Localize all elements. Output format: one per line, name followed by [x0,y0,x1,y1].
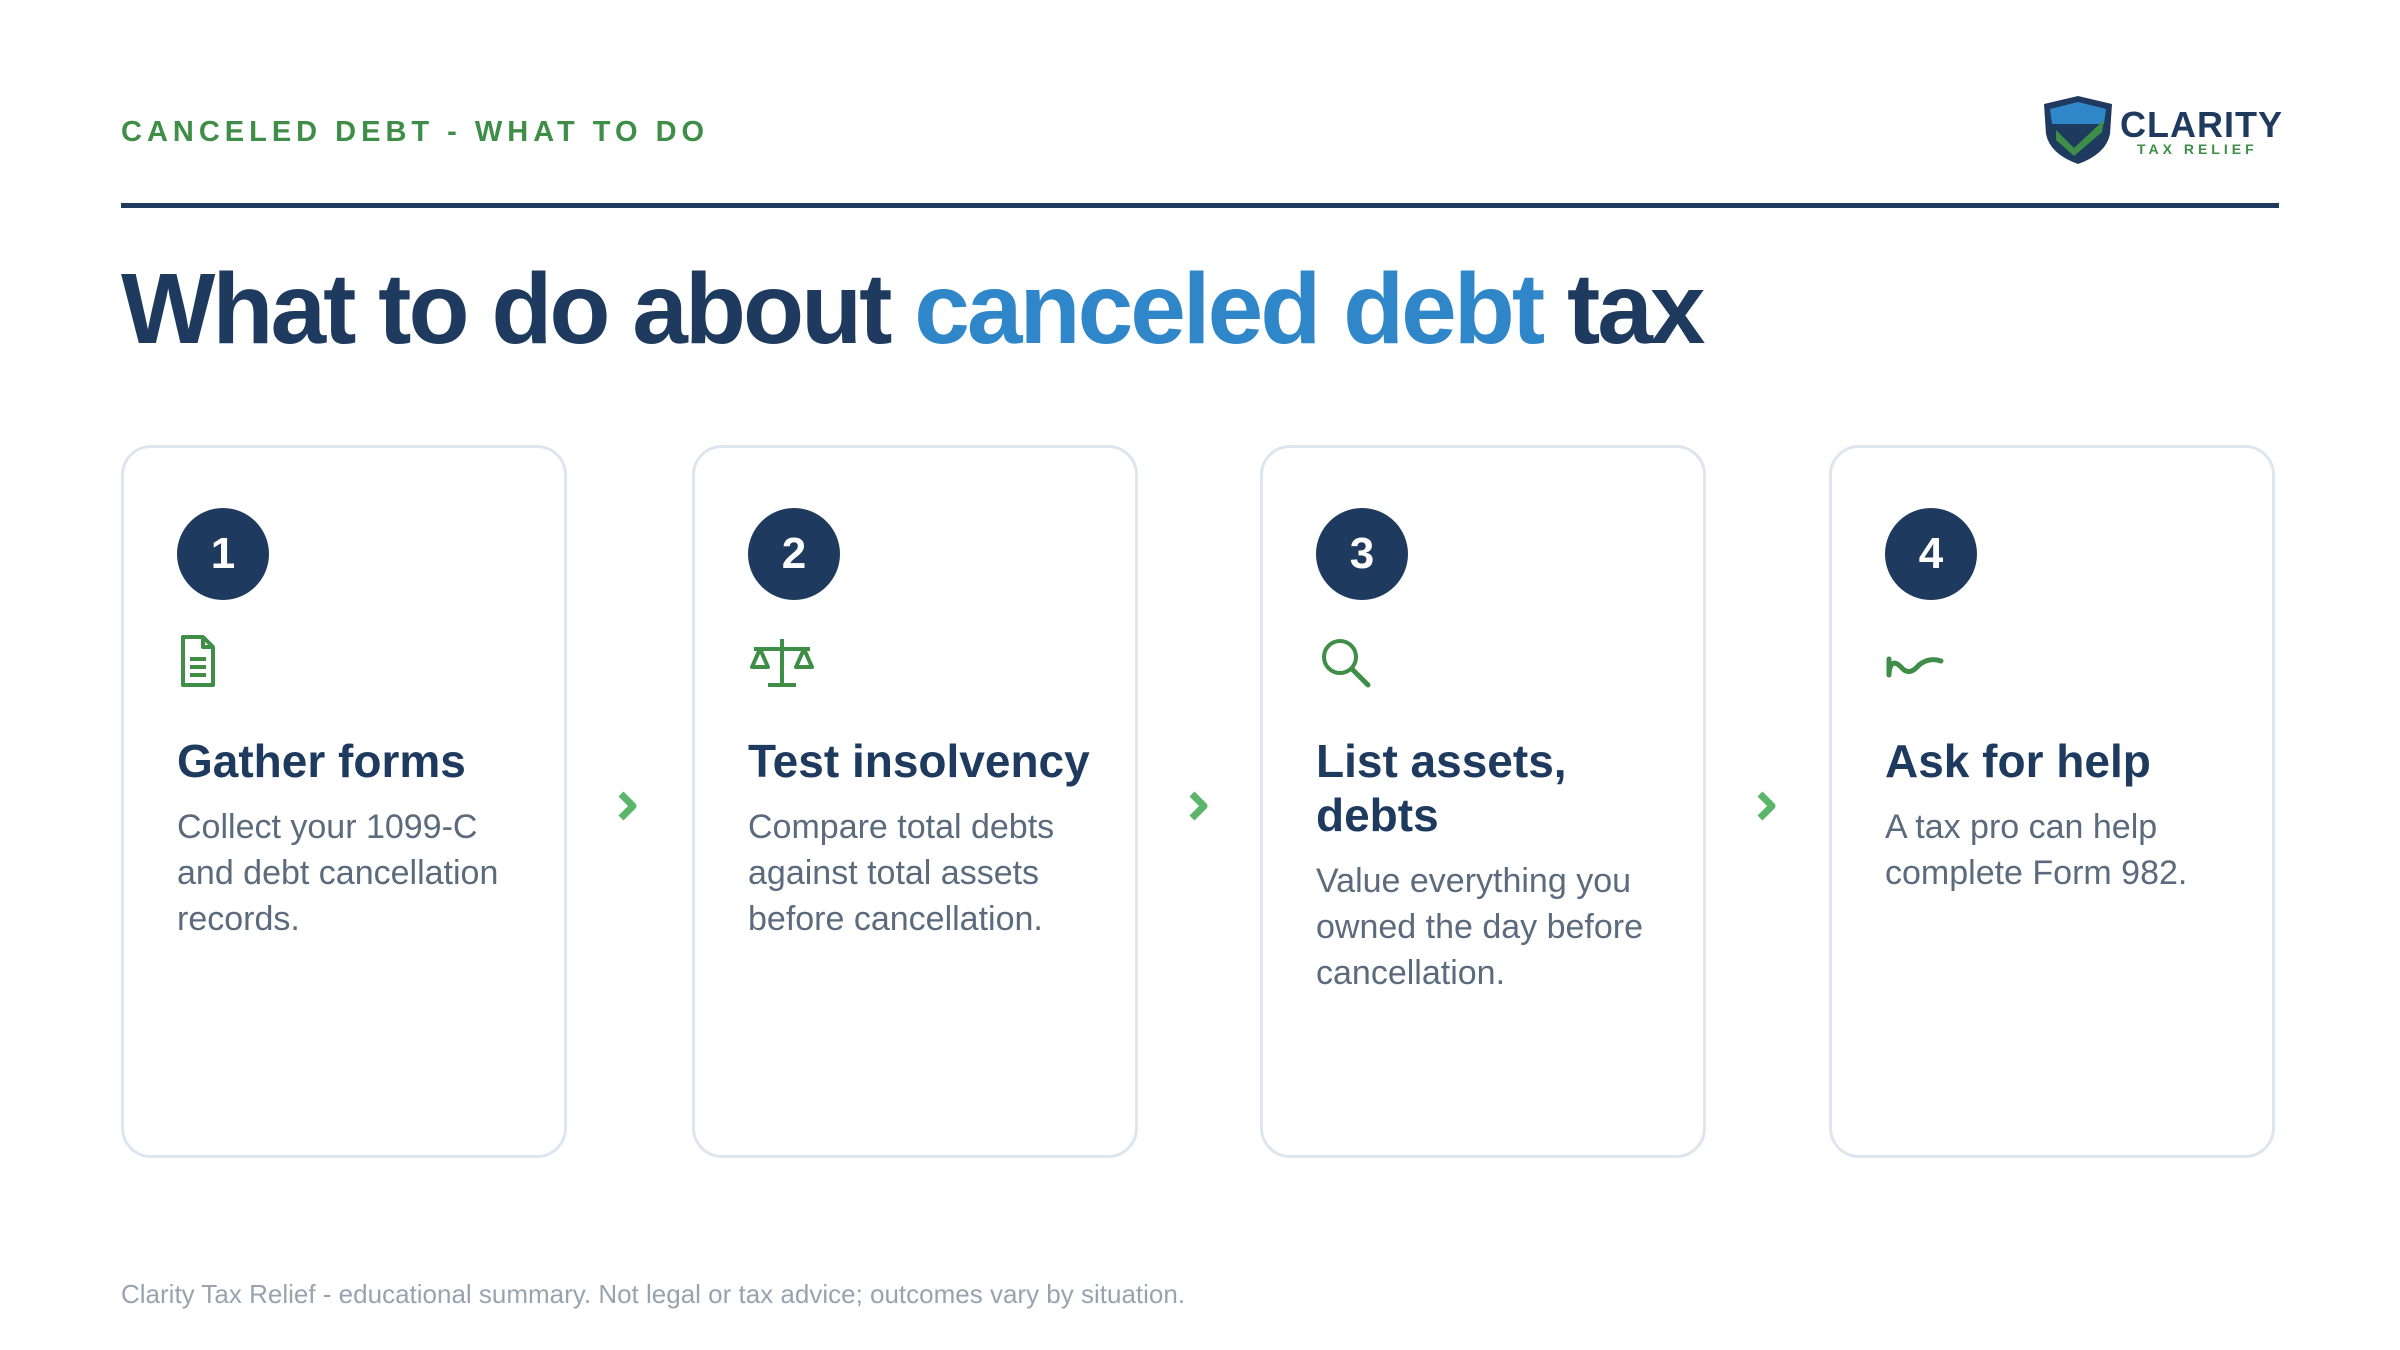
step-body: A tax pro can help complete Form 982. [1885,808,2188,892]
logo-name: CLARITY [2120,104,2283,145]
step-text: Ask for help A tax pro can help complete … [1885,734,2245,896]
step-card: 3 List assets, debts Value everything you … [1260,445,1706,1158]
step-text: Gather forms Collect your 1099-C and debt… [177,734,537,942]
step-card: 2 Test insolvency Compare total debts agai… [692,445,1138,1158]
step-icon [1322,639,1371,688]
page-title: What to do about canceled debt tax [121,252,1706,367]
footer: Clarity Tax Relief - educational summary… [121,1279,1186,1309]
step-number: 3 [1316,508,1408,600]
title-text: tax [1566,253,1706,365]
eyebrow: CANCELED DEBT - WHAT TO DO [121,116,710,148]
step-title: Gather forms [177,735,466,787]
step-arrow [1757,791,1776,821]
step-card: 1 Gather forms Collect your 1099-C and deb… [121,445,567,1158]
step-title: Test insolvency [748,735,1090,787]
step-icon [750,639,814,687]
header-rule [121,203,2279,208]
title-text: What to do about [121,253,892,365]
step-number: 1 [177,508,269,600]
step-card: 4 Ask for help A tax pro can help complete… [1829,445,2275,1158]
step-title: List assets, debts [1316,735,1567,841]
step-number: 2 [748,508,840,600]
step-body: Compare total debts against total assets… [748,808,1055,938]
step-arrow [1189,791,1208,821]
step-number: 4 [1885,508,1977,600]
step-body: Collect your 1099-C and debt cancellatio… [177,808,499,938]
step-text: Test insolvency Compare total debts again… [748,734,1108,942]
step-icon [1886,656,1944,678]
step-body: Value everything you owned the day befor… [1316,862,1644,992]
logo-tagline: TAX RELIEF [2137,141,2258,157]
step-text: List assets, debts Value everything you o… [1316,734,1676,996]
step-icon [181,635,215,687]
step-arrow [618,791,637,821]
title-highlight: canceled debt [914,253,1545,365]
step-title: Ask for help [1885,735,2151,787]
logo-mark [2044,96,2112,164]
